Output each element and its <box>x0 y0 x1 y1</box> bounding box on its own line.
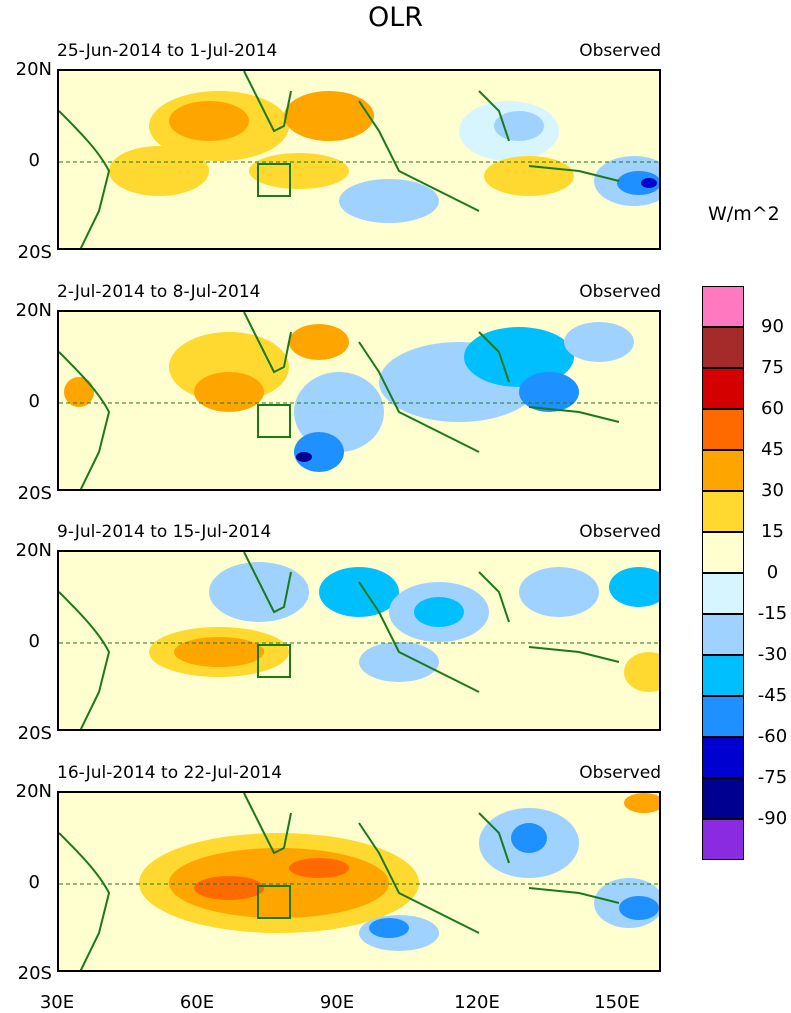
lat-20s-4: 20S <box>17 963 52 984</box>
panel-4-map <box>57 791 661 972</box>
colorbar-label: -15 <box>757 603 788 624</box>
panel-3-field <box>59 552 659 729</box>
colorbar-label: 30 <box>761 480 784 501</box>
lon-90e: 90E <box>319 992 355 1013</box>
panel-1-period: 25-Jun-2014 to 1-Jul-2014 <box>57 41 278 61</box>
colorbar-swatch <box>702 409 744 450</box>
panel-1-map <box>57 69 661 250</box>
panel-3-period: 9-Jul-2014 to 15-Jul-2014 <box>57 522 272 542</box>
figure-title: OLR <box>367 2 424 33</box>
panel-2-period: 2-Jul-2014 to 8-Jul-2014 <box>57 282 261 302</box>
colorbar-label: 45 <box>761 439 784 460</box>
lat-20n-4: 20N <box>15 781 52 802</box>
panel-3-label: Observed <box>579 522 661 542</box>
units-label: W/m^2 <box>708 203 780 225</box>
colorbar-swatch <box>702 327 744 368</box>
panel-1-field <box>59 71 659 248</box>
panel-4-field <box>59 793 659 970</box>
panel-3-map <box>57 550 661 731</box>
lat-20n-3: 20N <box>15 540 52 561</box>
colorbar-swatch <box>702 696 744 737</box>
lat-0-1: 0 <box>28 150 40 171</box>
lat-20n-2: 20N <box>15 300 52 321</box>
lat-0-4: 0 <box>28 872 40 893</box>
lat-0-3: 0 <box>28 631 40 652</box>
panel-2-map <box>57 310 661 491</box>
colorbar-label: 60 <box>761 398 784 419</box>
lon-60e: 60E <box>179 992 215 1013</box>
colorbar-swatch <box>702 778 744 819</box>
colorbar-label: 90 <box>761 316 784 337</box>
lat-20s-2: 20S <box>17 483 52 504</box>
lat-20s-3: 20S <box>17 723 52 744</box>
colorbar-swatch <box>702 573 744 614</box>
colorbar-label: 15 <box>761 521 784 542</box>
colorbar-swatch <box>702 532 744 573</box>
panel-2-field <box>59 312 659 489</box>
colorbar-swatch <box>702 614 744 655</box>
lon-150e: 150E <box>594 992 640 1013</box>
lat-0-2: 0 <box>28 391 40 412</box>
panel-2-label: Observed <box>579 282 661 302</box>
lon-120e: 120E <box>454 992 500 1013</box>
colorbar-label: -60 <box>757 726 788 747</box>
lat-20s-1: 20S <box>17 242 52 263</box>
colorbar-label: 0 <box>766 562 779 583</box>
colorbar-label: -90 <box>757 808 788 829</box>
panel-4-label: Observed <box>579 763 661 783</box>
colorbar-swatch <box>702 368 744 409</box>
colorbar-swatch <box>702 737 744 778</box>
colorbar-label: -30 <box>757 644 788 665</box>
colorbar-swatch <box>702 819 744 860</box>
panel-4-period: 16-Jul-2014 to 22-Jul-2014 <box>57 763 283 783</box>
colorbar-label: -75 <box>757 767 788 788</box>
colorbar-swatch <box>702 655 744 696</box>
colorbar-label: -45 <box>757 685 788 706</box>
lat-20n-1: 20N <box>15 59 52 80</box>
lon-30e: 30E <box>39 992 75 1013</box>
colorbar-label: 75 <box>761 357 784 378</box>
colorbar-swatch <box>702 491 744 532</box>
colorbar-swatch <box>702 286 744 327</box>
colorbar-swatch <box>702 450 744 491</box>
panel-1-label: Observed <box>579 41 661 61</box>
